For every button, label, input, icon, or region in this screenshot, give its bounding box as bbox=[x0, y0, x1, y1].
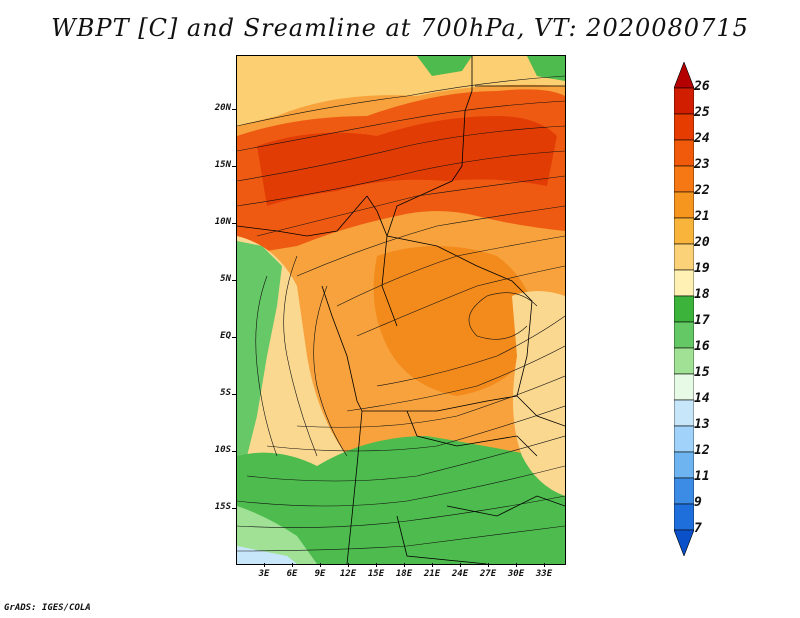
colorbar-box bbox=[673, 347, 695, 375]
lon-tick bbox=[516, 563, 517, 567]
lon-tick bbox=[544, 563, 545, 567]
colorbar-box bbox=[673, 217, 695, 245]
colorbar-label: 9 bbox=[694, 495, 702, 510]
colorbar-label: 12 bbox=[694, 443, 710, 458]
colorbar-label: 23 bbox=[694, 157, 710, 172]
lon-label: 27E bbox=[479, 569, 497, 579]
colorbar-bottom-arrow bbox=[673, 529, 695, 557]
colorbar-graphic bbox=[673, 61, 695, 557]
lat-tick bbox=[232, 508, 236, 509]
field-green-northeast bbox=[527, 56, 565, 81]
colorbar-label: 25 bbox=[694, 105, 710, 120]
field-red-core bbox=[257, 116, 557, 206]
lat-tick bbox=[232, 337, 236, 338]
lon-label: 9E bbox=[314, 569, 326, 579]
country-borders bbox=[237, 56, 565, 564]
field-green-north bbox=[417, 56, 472, 76]
colorbar-label: 17 bbox=[694, 313, 710, 328]
colorbar-label: 11 bbox=[694, 469, 710, 484]
lon-tick bbox=[264, 563, 265, 567]
colorbar-box bbox=[673, 295, 695, 323]
lon-tick bbox=[348, 563, 349, 567]
field-west-green bbox=[237, 241, 282, 466]
chart-title: WBPT [C] and Sreamline at 700hPa, VT: 20… bbox=[51, 14, 749, 42]
colorbar-box bbox=[673, 503, 695, 531]
field-southwest-light bbox=[237, 506, 317, 564]
lon-label: 3E bbox=[258, 569, 270, 579]
footer-credit: GrADS: IGES/COLA bbox=[4, 603, 91, 613]
lon-tick bbox=[488, 563, 489, 567]
lat-label: 15S bbox=[214, 502, 231, 512]
colorbar-label: 13 bbox=[694, 417, 710, 432]
colorbar-box bbox=[673, 243, 695, 271]
colorbar-label: 16 bbox=[694, 339, 710, 354]
field-southwest-blue bbox=[237, 546, 297, 564]
lon-label: 30E bbox=[507, 569, 525, 579]
colorbar-box bbox=[673, 113, 695, 141]
lat-label: 5N bbox=[220, 274, 231, 284]
lon-tick bbox=[320, 563, 321, 567]
lat-label: 5S bbox=[220, 388, 231, 398]
lon-label: 21E bbox=[423, 569, 441, 579]
lat-tick bbox=[232, 394, 236, 395]
lat-tick bbox=[232, 451, 236, 452]
lon-label: 24E bbox=[451, 569, 469, 579]
colorbar-label: 14 bbox=[694, 391, 710, 406]
field-south-green bbox=[237, 436, 565, 564]
colorbar-label: 22 bbox=[694, 183, 710, 198]
map-panel bbox=[236, 55, 566, 565]
lat-label: 10N bbox=[214, 217, 231, 227]
colorbar-label: 24 bbox=[694, 131, 710, 146]
colorbar-box bbox=[673, 87, 695, 115]
field-north-band bbox=[237, 56, 565, 126]
lon-tick bbox=[432, 563, 433, 567]
lon-label: 12E bbox=[339, 569, 357, 579]
lon-label: 15E bbox=[367, 569, 385, 579]
wbpt-field bbox=[237, 56, 565, 564]
colorbar-box bbox=[673, 477, 695, 505]
lon-label: 33E bbox=[535, 569, 553, 579]
lon-label: 6E bbox=[286, 569, 298, 579]
lat-tick bbox=[232, 280, 236, 281]
lat-label: EQ bbox=[220, 331, 231, 341]
lat-tick bbox=[232, 109, 236, 110]
lon-label: 18E bbox=[395, 569, 413, 579]
streamlines bbox=[237, 75, 565, 552]
colorbar-label: 7 bbox=[694, 521, 702, 536]
colorbar-box bbox=[673, 165, 695, 193]
colorbar-box bbox=[673, 373, 695, 401]
lon-tick bbox=[460, 563, 461, 567]
lon-tick bbox=[376, 563, 377, 567]
field-central-orange bbox=[373, 246, 537, 396]
lat-tick bbox=[232, 166, 236, 167]
colorbar-box bbox=[673, 269, 695, 297]
lat-tick bbox=[232, 223, 236, 224]
colorbar-label: 20 bbox=[694, 235, 710, 250]
lon-tick bbox=[292, 563, 293, 567]
colorbar-label: 21 bbox=[694, 209, 710, 224]
colorbar-box bbox=[673, 425, 695, 453]
colorbar-label: 18 bbox=[694, 287, 710, 302]
lat-label: 20N bbox=[214, 103, 231, 113]
colorbar-top-arrow bbox=[673, 61, 695, 89]
colorbar-box bbox=[673, 451, 695, 479]
colorbar-box bbox=[673, 399, 695, 427]
lat-label: 10S bbox=[214, 445, 231, 455]
colorbar-box bbox=[673, 191, 695, 219]
lon-tick bbox=[404, 563, 405, 567]
colorbar-box bbox=[673, 139, 695, 167]
colorbar-label: 26 bbox=[694, 79, 710, 94]
colorbar-label: 19 bbox=[694, 261, 710, 276]
colorbar bbox=[673, 61, 695, 557]
colorbar-box bbox=[673, 321, 695, 349]
colorbar-label: 15 bbox=[694, 365, 710, 380]
lat-label: 15N bbox=[214, 160, 231, 170]
